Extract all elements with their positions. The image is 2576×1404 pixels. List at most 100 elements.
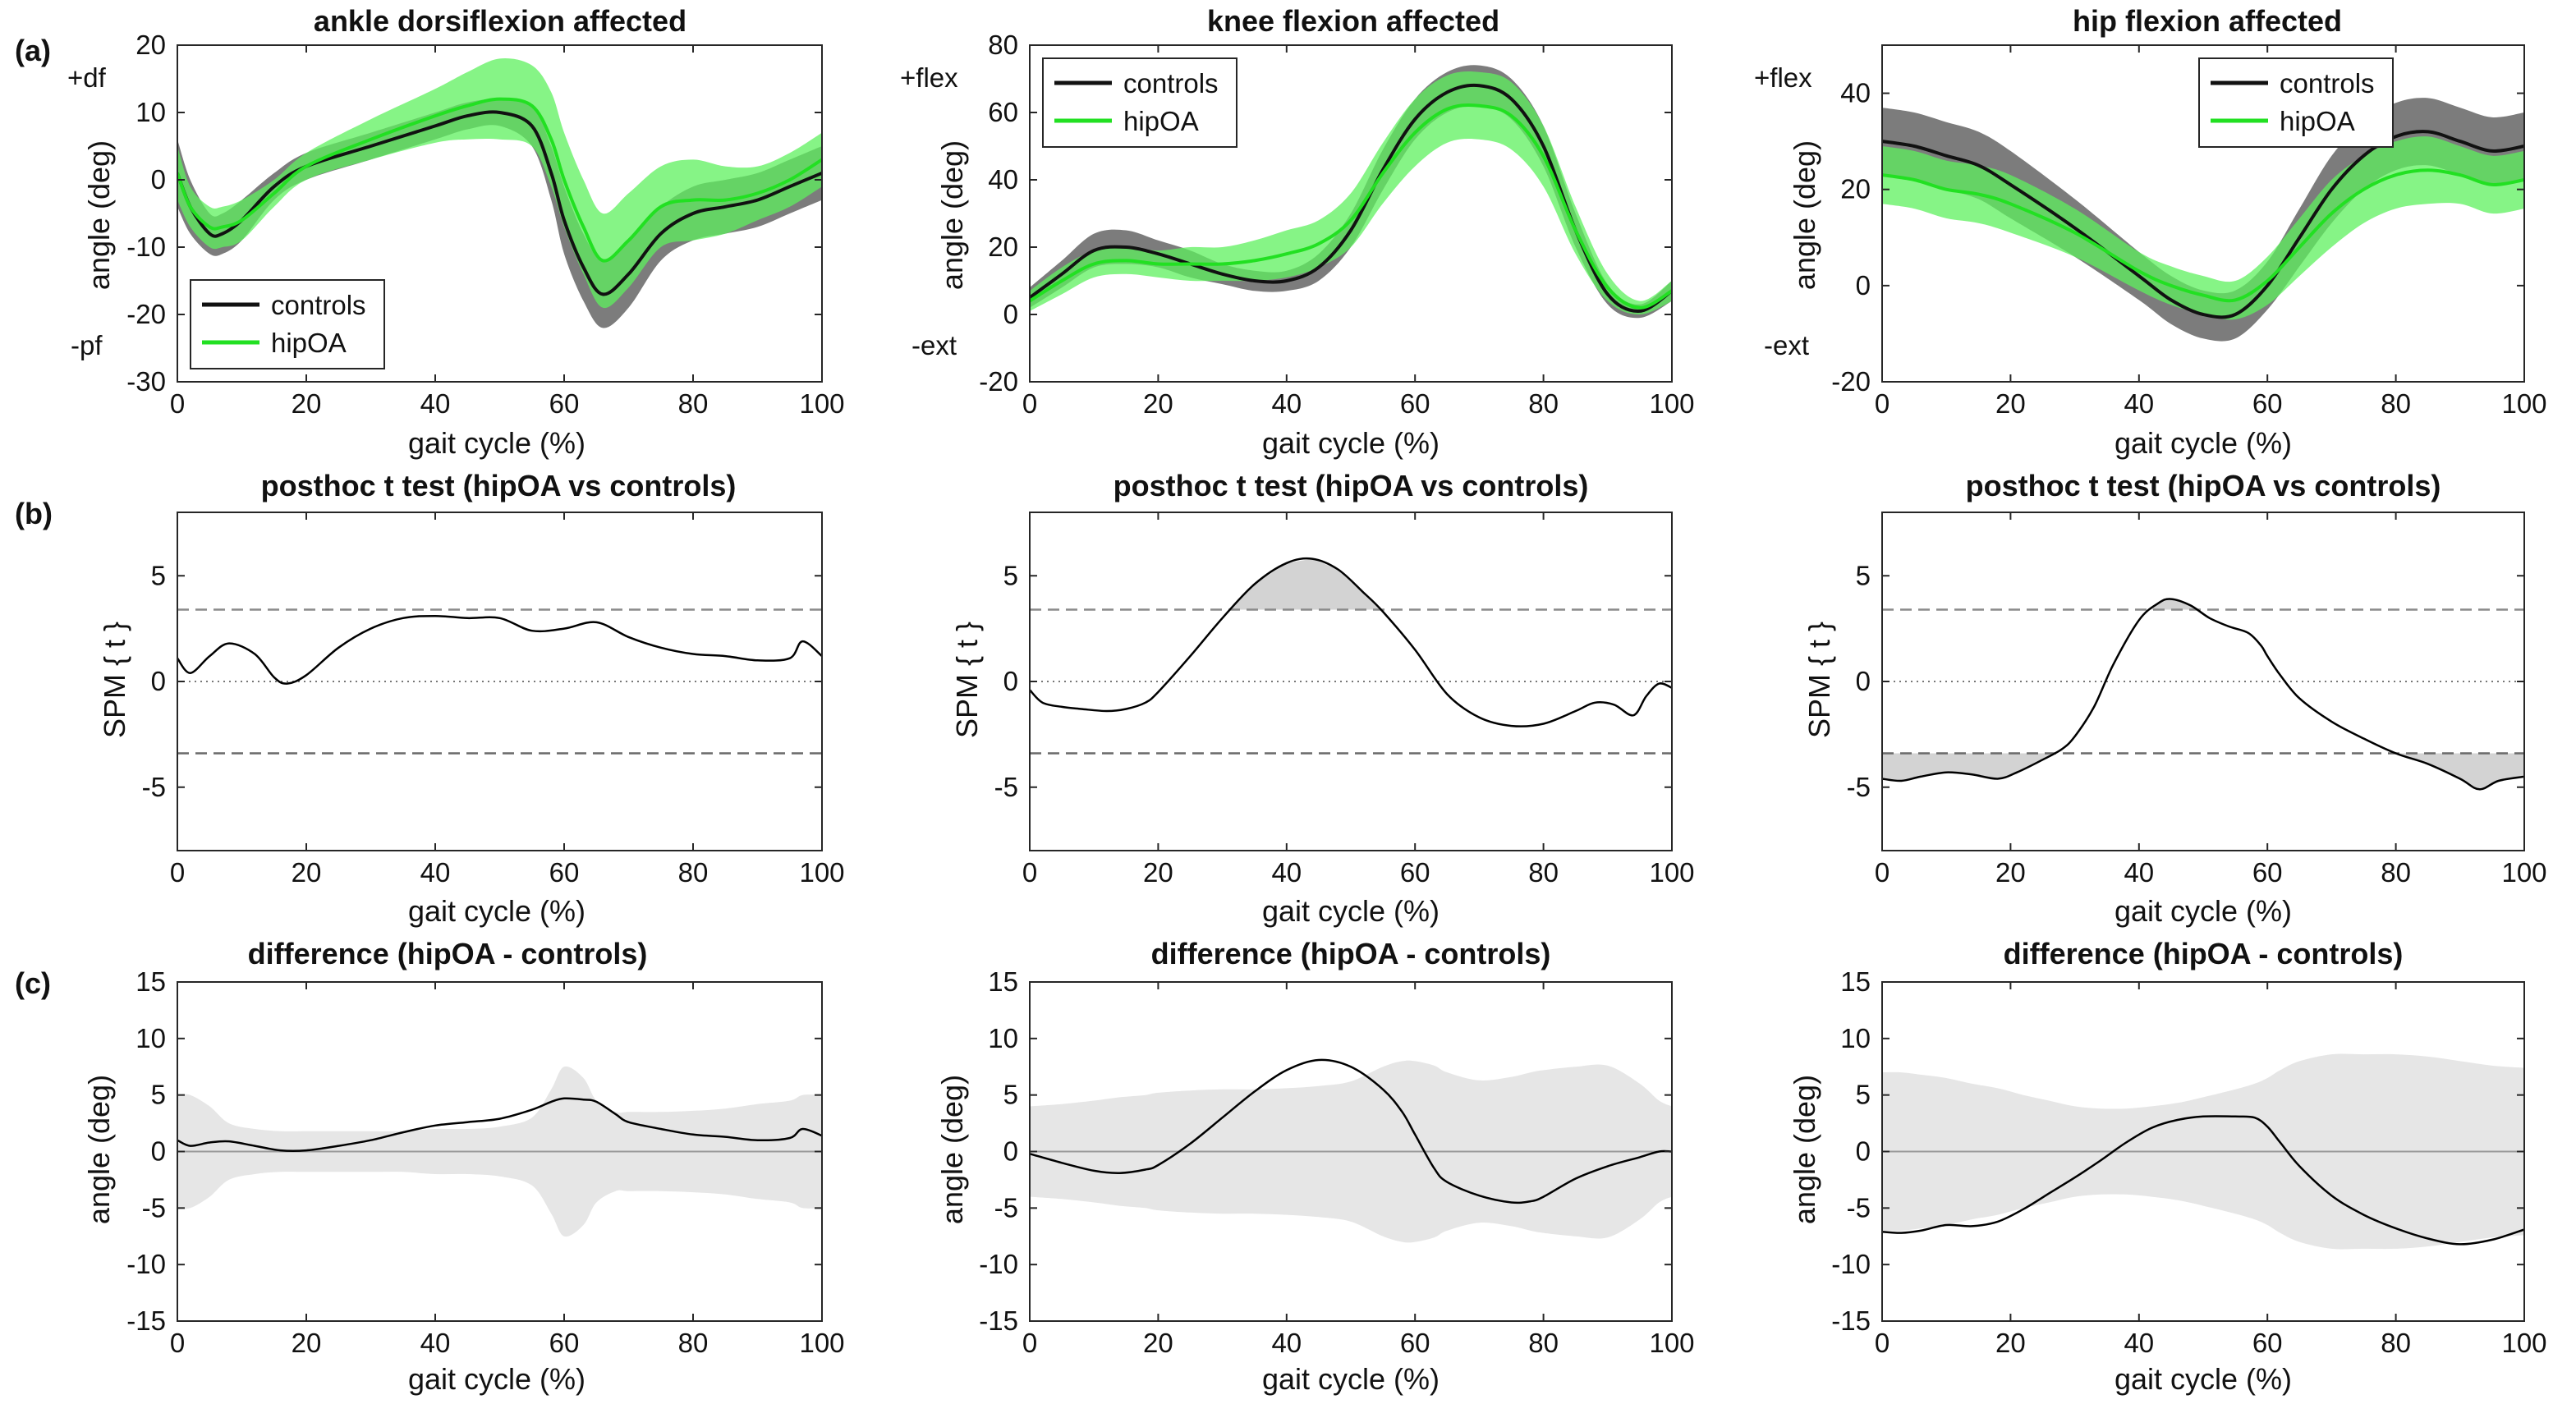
knee-diff-ytick-label: -15 (979, 1305, 1018, 1336)
hip-angle-ytick-label: 20 (1840, 174, 1871, 204)
knee-diff-ytick-label: 0 (1003, 1136, 1018, 1167)
ankle-angle-plot: ankle dorsiflexion affected gait cycle (%… (67, 4, 845, 460)
knee-angle-axes-box (1029, 44, 1673, 383)
ankle-diff-ytick-label: -10 (126, 1249, 166, 1279)
ankle-diff-xtick-label: 0 (170, 1328, 185, 1358)
knee-angle-xtick-label: 100 (1649, 388, 1694, 419)
ankle-diff-xtick-label: 20 (292, 1328, 322, 1358)
knee-spm-suprathreshold-cluster (1232, 558, 1380, 610)
knee-spm-xtick-label: 100 (1649, 857, 1694, 888)
hip-spm-ytick-label: 5 (1856, 560, 1871, 590)
knee-angle-ytick-label: -20 (979, 366, 1018, 397)
ankle-diff-ylabel: angle (deg) (82, 1075, 116, 1224)
ankle-spm-plot: posthoc t test (hipOA vs controls) gait c… (98, 469, 845, 928)
hip-angle-legend-label-controls: controls (2280, 68, 2375, 99)
knee-diff-xtick-label: 20 (1143, 1328, 1173, 1358)
knee-diff-xtick-label: 60 (1400, 1328, 1430, 1358)
knee-diff-xlabel: gait cycle (%) (1262, 1362, 1440, 1396)
ankle-spm-ylabel: SPM { t } (98, 622, 131, 738)
hip-diff-xtick-label: 60 (2252, 1328, 2283, 1358)
hip-diff-plot-area (1882, 1053, 2524, 1250)
ankle-angle-xtick-label: 60 (549, 388, 580, 419)
hip-diff-ytick-label: -10 (1831, 1249, 1871, 1279)
hip-diff-ytick-label: 15 (1840, 966, 1871, 997)
hip-diff-ytick-label: 0 (1856, 1136, 1871, 1167)
hip-diff-ytick-label: 5 (1856, 1080, 1871, 1110)
knee-angle-xlabel: gait cycle (%) (1262, 426, 1440, 460)
hip-spm-xtick-label: 60 (2252, 857, 2283, 888)
knee-diff-ytick-label: 10 (988, 1023, 1018, 1053)
hip-spm-xlabel: gait cycle (%) (2115, 894, 2292, 928)
hip-spm-ylabel: SPM { t } (1802, 622, 1836, 738)
ankle-diff-plot: difference (hipOA - controls) gait cycle … (82, 937, 845, 1396)
hip-angle-ytick-label: 0 (1856, 270, 1871, 301)
hip-angle-xtick-label: 20 (1995, 388, 2026, 419)
hip-angle-axes-box (1881, 44, 2525, 383)
ankle-angle-legend-box (190, 279, 385, 369)
hip-spm-ytick-label: 0 (1856, 666, 1871, 696)
hip-diff-difference-line (1882, 1115, 2524, 1246)
knee-diff-title: difference (hipOA - controls) (1151, 937, 1551, 970)
knee-angle-legend-box (1042, 57, 1237, 148)
ankle-angle-xtick-label: 100 (799, 388, 844, 419)
knee-diff-ytick-label: -10 (979, 1249, 1018, 1279)
knee-spm-title: posthoc t test (hipOA vs controls) (1114, 469, 1589, 502)
hip-diff-xtick-label: 0 (1875, 1328, 1890, 1358)
knee-spm-xtick-label: 0 (1022, 857, 1037, 888)
ankle-angle-hipOA-sd-band (177, 58, 822, 309)
ankle-diff-ytick-label: 10 (135, 1023, 166, 1053)
ankle-spm-xtick-label: 80 (678, 857, 709, 888)
knee-spm-ytick-label: 0 (1003, 666, 1018, 696)
knee-spm-ytick-label: 5 (1003, 560, 1018, 590)
ankle-diff-plot-area (177, 1066, 822, 1237)
knee-angle-xtick-label: 20 (1143, 388, 1173, 419)
hip-angle-neg-label: -ext (1764, 330, 1809, 360)
knee-angle-xtick-label: 80 (1528, 388, 1559, 419)
ankle-spm-ytick-label: 0 (151, 666, 166, 696)
knee-spm-ytick-label: -5 (994, 772, 1018, 802)
hip-angle-controls-mean-line (1882, 130, 2524, 319)
ankle-angle-ytick-label: -10 (126, 232, 166, 262)
hip-angle-legend: controls hipOA (2198, 57, 2394, 148)
knee-diff-plot: difference (hipOA - controls) gait cycle … (935, 937, 1695, 1396)
hip-spm-xtick-label: 40 (2124, 857, 2154, 888)
hip-angle-hipOA-sd-band (1882, 136, 2524, 320)
knee-angle-xtick-label: 40 (1271, 388, 1302, 419)
hip-angle-xlabel: gait cycle (%) (2115, 426, 2292, 460)
ankle-diff-ytick-label: -15 (126, 1305, 166, 1336)
ankle-spm-title: posthoc t test (hipOA vs controls) (261, 469, 737, 502)
ankle-angle-neg-label: -pf (71, 330, 103, 360)
knee-angle-ytick-label: 0 (1003, 299, 1018, 329)
hip-spm-suprathreshold-cluster (2151, 599, 2196, 610)
ankle-angle-ytick-label: 10 (135, 97, 166, 127)
ankle-spm-xtick-label: 100 (799, 857, 844, 888)
ankle-diff-xlabel: gait cycle (%) (408, 1362, 585, 1396)
knee-spm-plot: posthoc t test (hipOA vs controls) gait c… (950, 469, 1695, 928)
knee-angle-plot: knee flexion affected gait cycle (%) angle… (900, 4, 1695, 460)
ankle-angle-pos-label: +df (67, 62, 107, 93)
hip-diff-ytick-label: -5 (1847, 1192, 1871, 1223)
knee-angle-plot-area (1030, 65, 1672, 319)
hip-spm-plot-area (1882, 598, 2524, 791)
knee-angle-legend-label-hipOA: hipOA (1123, 106, 1199, 136)
hip-spm-axes-box (1881, 512, 2525, 851)
ankle-diff-ytick-label: 5 (151, 1080, 166, 1110)
ankle-diff-title: difference (hipOA - controls) (248, 937, 648, 970)
ankle-angle-axes-box (177, 44, 823, 383)
hip-diff-ytick-label: 10 (1840, 1023, 1871, 1053)
ankle-angle-ytick-label: -20 (126, 299, 166, 329)
hip-angle-xtick-label: 0 (1875, 388, 1890, 419)
ankle-angle-xtick-label: 20 (292, 388, 322, 419)
knee-spm-axes-box (1029, 512, 1673, 851)
knee-angle-ytick-label: 80 (988, 30, 1018, 60)
knee-angle-xtick-label: 60 (1400, 388, 1430, 419)
knee-angle-xtick-label: 0 (1022, 388, 1037, 419)
knee-spm-spm-trajectory (1030, 557, 1672, 727)
ankle-diff-xtick-label: 60 (549, 1328, 580, 1358)
ankle-angle-plot-area (177, 58, 822, 328)
ankle-diff-xtick-label: 80 (678, 1328, 709, 1358)
knee-diff-xtick-label: 0 (1022, 1328, 1037, 1358)
hip-angle-ytick-label: 40 (1840, 78, 1871, 108)
panel-label-c: (c) (15, 966, 51, 1000)
